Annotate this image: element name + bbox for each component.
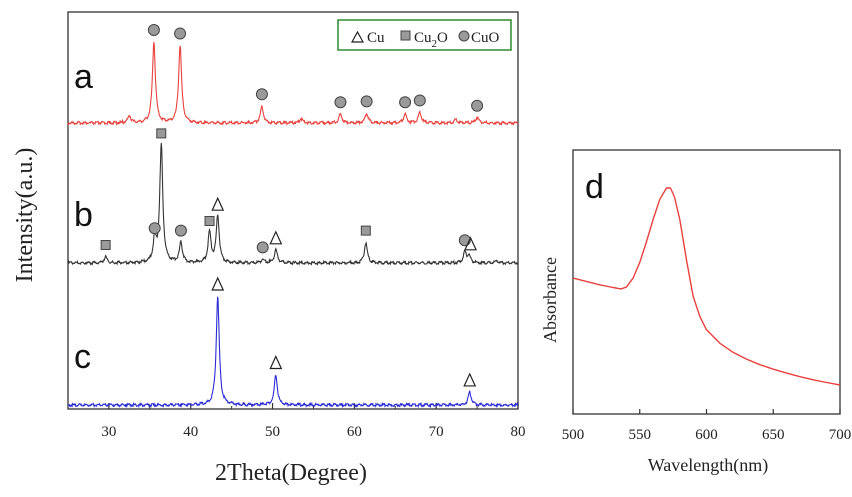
cuo-marker-icon (147, 24, 160, 37)
xrd-tick-label: 40 (183, 424, 198, 440)
cu2o-marker-icon (156, 128, 167, 139)
xrd-series-line-b (67, 142, 519, 267)
legend-box (337, 19, 512, 51)
xrd-phase-markers (100, 24, 484, 387)
uvvis-tick-label: 650 (762, 427, 785, 443)
panel-label-d: d (585, 168, 604, 206)
uvvis-tick-label: 500 (562, 427, 585, 443)
legend-triangle-icon (350, 30, 365, 43)
cuo-marker-icon (174, 27, 187, 40)
xrd-tick-label: 70 (429, 424, 444, 440)
legend-circle-icon (458, 30, 470, 42)
xrd-series-group (67, 41, 519, 409)
cuo-marker-icon (174, 224, 187, 237)
xrd-tick-label: 30 (101, 424, 116, 440)
cuo-marker-icon (471, 99, 484, 112)
cu2o-marker-icon (100, 240, 111, 250)
cu2o-marker-icon (204, 216, 215, 226)
series-label-b: b (74, 196, 93, 234)
xrd-plot-frame (67, 11, 519, 410)
uvvis-panel: 500 550 600 650 700 d Wavelength(nm) Absorba… (540, 149, 852, 476)
cuo-marker-icon (458, 234, 471, 247)
cu-marker-icon (464, 236, 477, 251)
series-label-c: c (74, 338, 91, 376)
xrd-series-line-a (67, 41, 519, 127)
uvvis-series-group (572, 187, 841, 386)
xrd-y-axis-title: Intensity(a.u.) (12, 148, 38, 283)
xrd-tick-label: 50 (265, 424, 280, 440)
series-label-a: a (74, 58, 93, 96)
cu2o-marker-icon (360, 225, 371, 236)
xrd-tick-label: 60 (347, 424, 362, 440)
uvvis-tick-label: 700 (829, 427, 852, 443)
cuo-marker-icon (256, 241, 269, 254)
xrd-tick-label: 80 (511, 424, 526, 440)
xrd-series-line-c (68, 296, 519, 409)
cuo-marker-icon (334, 96, 347, 109)
cu-marker-icon (269, 230, 283, 245)
cu-marker-icon (463, 372, 477, 387)
uvvis-y-axis-title: Absorbance (540, 257, 560, 343)
xrd-x-axis-title: 2Theta(Degree) (215, 460, 367, 486)
legend-square-icon (400, 30, 411, 41)
uvvis-x-ticks: 500 550 600 650 700 (562, 409, 852, 443)
cu-marker-icon (211, 276, 225, 291)
xrd-legend: Cu Cu2O CuO (337, 19, 512, 51)
legend-label-cu: Cu (367, 30, 385, 46)
uvvis-plot-frame (572, 149, 841, 415)
cu-marker-icon (269, 355, 283, 370)
uvvis-tick-label: 550 (629, 427, 652, 443)
cuo-marker-icon (148, 222, 161, 235)
cuo-marker-icon (413, 94, 426, 107)
xrd-panel: 30 40 50 60 70 80 a b c 2Theta(Degree) Intens… (12, 11, 526, 486)
legend-label-cu2o: Cu2O (414, 30, 448, 50)
cuo-marker-icon (255, 88, 268, 101)
legend-label-cuo: CuO (471, 30, 500, 46)
cuo-marker-icon (360, 95, 373, 108)
cuo-marker-icon (399, 96, 412, 109)
uvvis-tick-label: 600 (695, 427, 718, 443)
uvvis-x-axis-title: Wavelength(nm) (648, 455, 769, 476)
uvvis-absorbance-line (572, 187, 841, 386)
cu-marker-icon (211, 196, 225, 211)
